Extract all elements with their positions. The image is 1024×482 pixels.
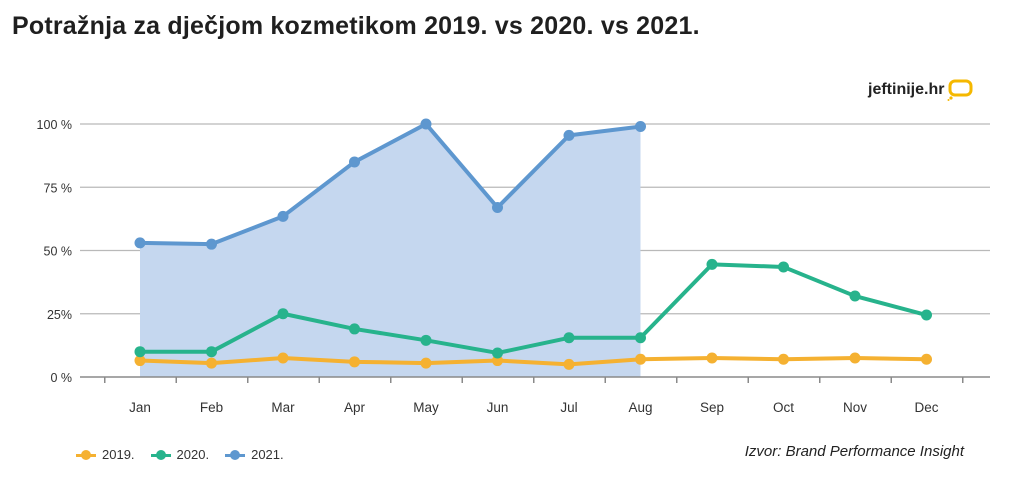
data-point [349,356,360,368]
data-point [277,308,289,320]
y-tick-label: 0 % [50,371,72,385]
y-tick-label: 50 % [44,245,73,259]
y-tick-label: 100 % [37,118,72,132]
legend-label: 2021. [251,447,284,462]
legend-marker-icon [150,449,171,460]
data-point [492,347,503,359]
x-tick-label: Aug [628,400,652,415]
data-point [635,332,646,344]
series-line [138,122,643,247]
legend-item: 2020. [150,447,210,462]
series-line [138,262,929,355]
data-point [349,323,360,335]
series-line [138,356,929,367]
data-point [706,258,718,270]
area-2021 [140,124,641,377]
x-tick-label: Mar [271,400,295,415]
brand-logo: jeftinije.hr [868,79,973,101]
data-point [277,210,289,222]
data-point [420,357,432,369]
data-point [420,118,432,130]
series-2020 [134,258,932,359]
data-point [134,346,146,358]
data-point [635,121,646,133]
x-axis [80,376,990,383]
data-point [563,129,575,141]
data-point [778,353,789,365]
data-point [420,334,432,346]
x-tick-label: Jun [487,400,509,415]
legend-label: 2020. [176,447,210,462]
chart-legend: 2019. 2020. 2021. [76,447,284,462]
legend-item: 2021. [225,447,284,462]
data-point [277,352,289,364]
x-tick-label: Oct [773,400,794,415]
data-point [563,332,575,344]
data-point [778,261,789,273]
series-2021 [134,118,646,250]
data-point [206,346,217,358]
brand-name: jeftinije.hr [868,81,945,98]
legend-marker-icon [76,449,96,460]
data-point [206,357,217,369]
x-tick-label: Jan [129,400,151,415]
x-tick-label: Dec [914,400,938,415]
data-point [706,352,718,364]
x-tick-label: Nov [843,400,867,415]
tick-labels: 100 % 75 % 50 % 25% 0 % Jan Feb Mar Apr May Jun Jul… [37,118,939,415]
data-point [921,353,932,365]
legend-marker-icon [225,449,246,460]
data-point [349,156,360,168]
data-point [563,358,575,370]
series-2019 [134,352,932,370]
data-point [206,238,217,250]
data-point [492,201,503,213]
x-tick-label: Jul [560,400,577,415]
data-point [849,352,861,364]
source-note: Izvor: Brand Performance Insight [744,443,964,460]
data-point [849,290,861,302]
speech-bubble-icon [947,79,973,101]
series-lines [134,118,932,370]
data-point [134,237,146,249]
legend-label: 2019. [102,447,135,462]
data-point [134,355,146,367]
data-point [635,353,646,365]
x-tick-label: Apr [344,400,366,415]
x-tick-label: Feb [200,400,223,415]
chart-title: Potražnja za dječjom kozmetikom 2019. vs… [12,12,700,40]
data-point [492,355,503,367]
x-tick-label: May [413,400,439,415]
x-tick-label: Sep [700,400,724,415]
legend-item: 2019. [76,447,135,462]
y-tick-label: 75 % [44,181,73,195]
data-point [921,309,932,321]
area-fills [140,124,641,377]
y-tick-label: 25% [47,308,72,322]
